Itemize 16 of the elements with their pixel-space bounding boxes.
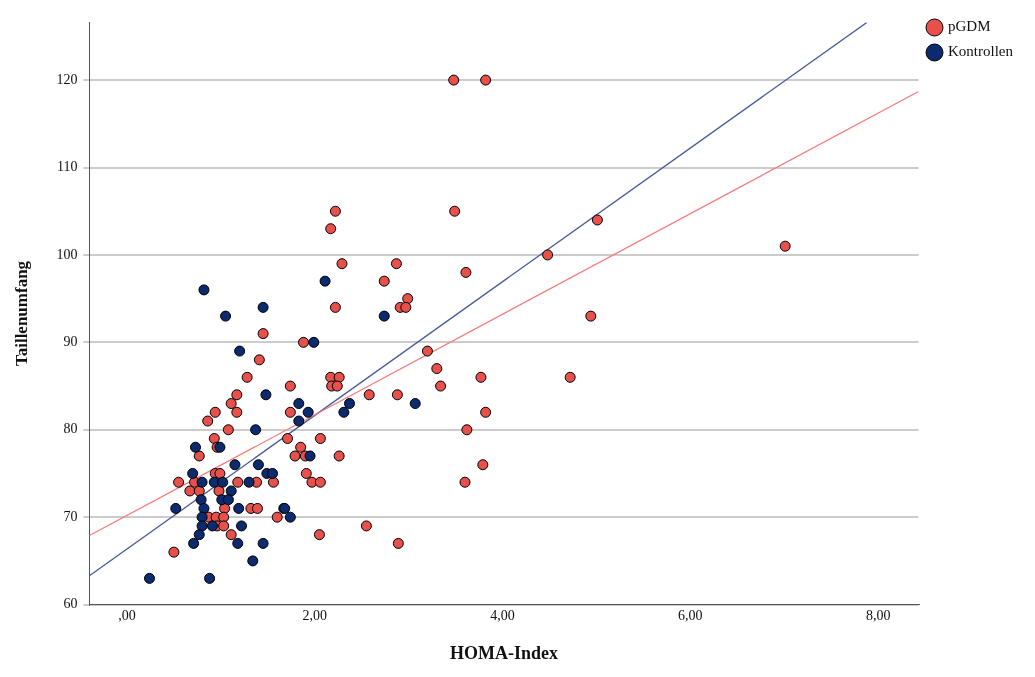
y-axis-title: Taillenumfang (11, 260, 31, 367)
y-tick-label: 90 (63, 334, 78, 350)
x-tick-label: 6,00 (678, 607, 703, 623)
x-tick-label: ,00 (118, 607, 136, 623)
y-tick-label: 110 (56, 159, 78, 175)
legend-label: pGDM (948, 18, 991, 35)
y-tick-label: 70 (63, 508, 78, 524)
x-tick-label: 8,00 (865, 607, 891, 623)
y-tick-label: 60 (63, 596, 78, 612)
x-axis-title: HOMA-Index (449, 642, 558, 663)
y-tick-label: 100 (56, 246, 78, 262)
legend-label: Kontrollen (948, 43, 1014, 60)
x-tick-label: 4,00 (490, 607, 515, 623)
y-tick-label: 80 (63, 421, 78, 437)
x-tick-label: 2,00 (302, 607, 327, 623)
y-tick-label: 120 (56, 71, 78, 87)
